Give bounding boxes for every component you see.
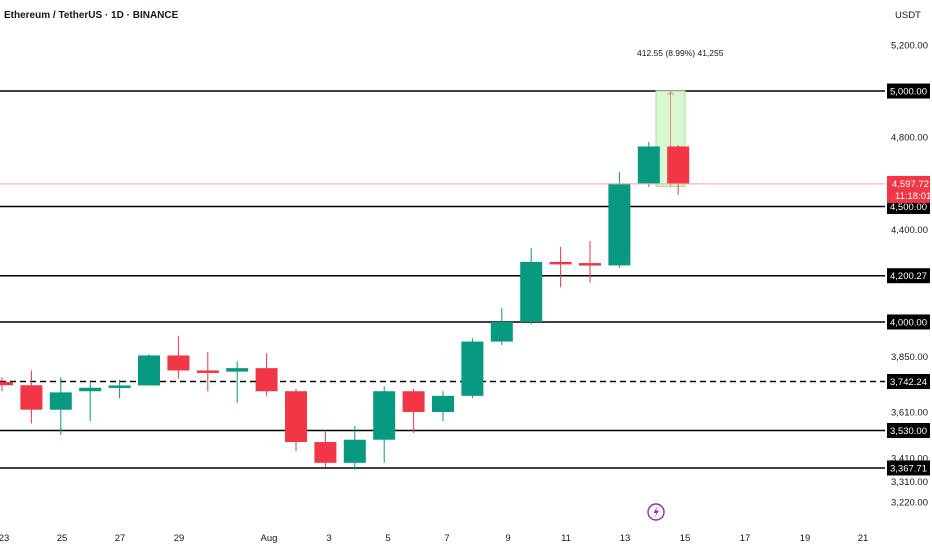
candle-body[interactable] [373, 391, 396, 440]
time-axis-label: 19 [800, 533, 811, 544]
time-axis-label: Aug [261, 533, 278, 544]
level-tag [887, 268, 930, 284]
candle-body[interactable] [167, 355, 190, 371]
level-tag [887, 314, 930, 330]
candle-countdown: 11:18:01 [895, 191, 931, 202]
price-axis-label: 4,800.00 [891, 133, 928, 144]
time-axis-label: 3 [326, 533, 331, 544]
time-axis-label: 27 [115, 533, 126, 544]
candle-body[interactable] [49, 392, 72, 410]
level-tag-label: 4,000.00 [890, 317, 927, 328]
time-axis-label: 7 [444, 533, 449, 544]
candle-body[interactable] [549, 261, 572, 265]
level-tag-label: 3,530.00 [890, 426, 927, 437]
current-price-value: 4,597.72 [892, 179, 929, 190]
candle-body[interactable] [0, 381, 13, 386]
time-axis-label: 15 [680, 533, 691, 544]
candle-body[interactable] [196, 370, 219, 373]
time-axis-label: 5 [385, 533, 390, 544]
candle-body[interactable] [20, 385, 43, 410]
candle-body[interactable] [138, 355, 160, 386]
candle-body[interactable] [79, 387, 102, 392]
price-axis-label: 3,410.00 [891, 454, 928, 465]
time-axis-label: 25 [57, 533, 68, 544]
price-axis-label: 3,850.00 [891, 352, 928, 363]
candle-body[interactable] [285, 391, 307, 443]
candle-body[interactable] [490, 321, 513, 342]
time-axis-label: 17 [740, 533, 751, 544]
candle-body[interactable] [579, 263, 601, 266]
level-tag-label: 5,000.00 [890, 87, 927, 98]
price-axis-label: 3,610.00 [891, 408, 928, 419]
price-axis-label: 3,220.00 [891, 498, 928, 509]
level-tag [887, 83, 930, 99]
candle-body[interactable] [432, 395, 454, 413]
candle-body[interactable] [520, 261, 543, 322]
time-axis-label: 23 [0, 533, 9, 544]
candle-body[interactable] [637, 146, 660, 184]
level-tag-label: 3,742.24 [890, 377, 927, 388]
candle-body[interactable] [608, 183, 631, 266]
price-axis-label: 4,400.00 [891, 225, 928, 236]
level-tag-label: 3,367.71 [890, 463, 927, 474]
level-tag [887, 373, 930, 389]
candle-body[interactable] [343, 439, 366, 463]
price-axis-label: 3,310.00 [891, 477, 928, 488]
time-axis-label: 9 [505, 533, 510, 544]
level-tag-label: 4,200.27 [890, 271, 927, 282]
current-price-tag [887, 175, 930, 203]
level-tag-label: 4,500.00 [890, 202, 927, 213]
candle-body[interactable] [108, 385, 131, 388]
lightning-glyph [653, 506, 659, 518]
chart-title: Ethereum / TetherUS · 1D · BINANCE [4, 10, 179, 21]
candle-body[interactable] [402, 391, 425, 413]
candle-body[interactable] [226, 368, 249, 372]
horizontal-levels: 5,000.00 4,500.00 4,200.27 4,000.00 3,742.24… [0, 83, 930, 476]
level-tag [887, 422, 930, 438]
candle-body[interactable] [255, 368, 278, 392]
currency-label: USDT [895, 10, 921, 21]
event-marker[interactable] [647, 503, 665, 521]
measure-arrow-head [667, 91, 674, 96]
time-axis[interactable]: 23 25 27 29 Aug 3 5 7 9 11 13 15 17 19 21 [0, 533, 868, 544]
time-axis-label: 21 [858, 533, 869, 544]
current-price-marker: 4,597.72 11:18:01 [0, 175, 931, 203]
time-axis-label: 13 [620, 533, 631, 544]
time-axis-label: 11 [561, 533, 571, 544]
price-axis-label: 5,200.00 [891, 40, 928, 51]
candle-body[interactable] [667, 146, 690, 184]
level-tag [887, 460, 930, 476]
price-axis[interactable]: 5,200.00 4,800.00 4,400.00 3,850.00 3,610.00… [891, 40, 928, 508]
time-axis-label: 29 [174, 533, 185, 544]
candle-body[interactable] [314, 442, 337, 463]
measure-label: 412.55 (8.99%) 41,255 [637, 48, 724, 58]
candle-body[interactable] [461, 341, 484, 396]
candles[interactable] [0, 141, 690, 470]
